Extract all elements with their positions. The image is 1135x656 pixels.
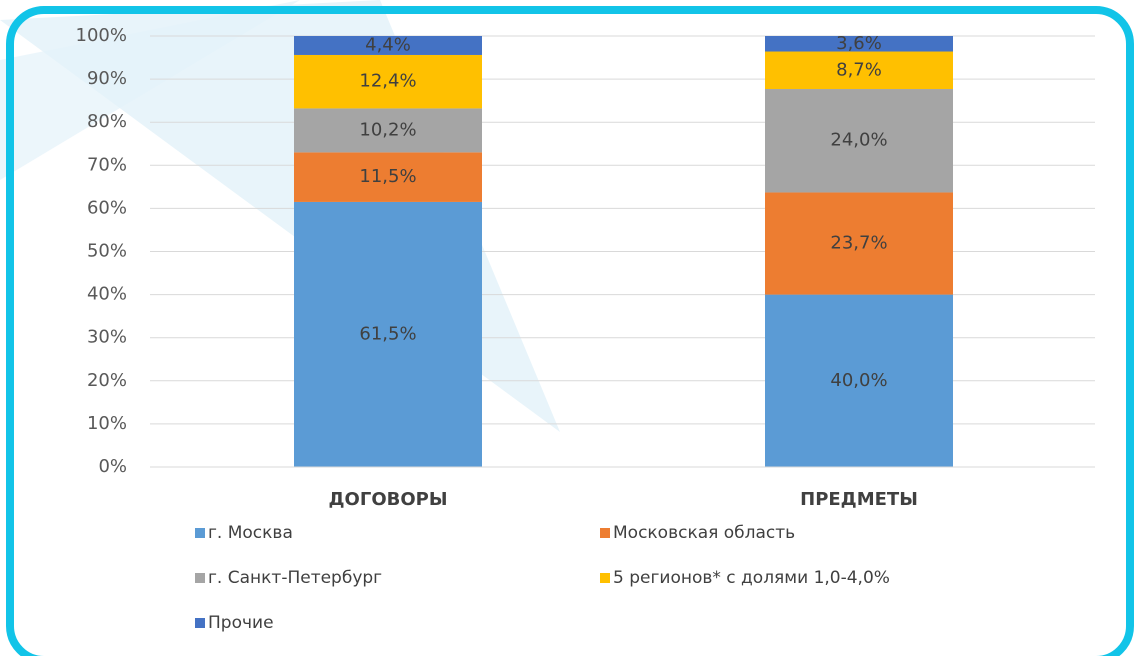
value-label: 40,0% [830,370,887,391]
x-tick-label: ДОГОВОРЫ [329,489,448,510]
legend-label: Прочие [208,613,274,633]
bar-segment [765,36,953,52]
y-tick-label: 0% [98,456,127,477]
y-tick-label: 100% [76,25,127,46]
legend-swatch [600,528,610,538]
value-label: 24,0% [830,130,887,151]
value-label: 11,5% [359,166,416,187]
y-tick-label: 80% [87,111,127,132]
bar-segment [294,36,482,55]
legend-swatch [195,573,205,583]
legend-label: г. Санкт-Петербург [208,568,382,588]
value-label: 3,6% [836,33,882,54]
background-shape [0,0,300,180]
legend-swatch [600,573,610,583]
y-tick-label: 20% [87,370,127,391]
legend-label: г. Москва [208,523,293,543]
bar-segment [765,294,953,467]
legend-label: Московская область [613,523,795,543]
bar-segment [294,108,482,153]
y-tick-label: 10% [87,413,127,434]
y-tick-label: 50% [87,241,127,262]
bar-segment [294,152,482,202]
y-tick-label: 40% [87,284,127,305]
x-tick-label: ПРЕДМЕТЫ [800,489,918,510]
bar-segment [765,51,953,90]
y-tick-label: 70% [87,154,127,175]
legend-swatch [195,618,205,628]
y-tick-label: 30% [87,327,127,348]
value-label: 8,7% [836,59,882,80]
bar-segment [765,192,953,295]
y-tick-label: 90% [87,68,127,89]
y-tick-label: 60% [87,197,127,218]
value-label: 4,4% [365,34,411,55]
value-label: 23,7% [830,233,887,254]
bar-segment [765,89,953,193]
bar-segment [294,201,482,467]
legend-label: 5 регионов* с долями 1,0-4,0% [613,568,890,588]
bar-segment [294,54,482,109]
value-label: 10,2% [359,119,416,140]
value-label: 61,5% [359,323,416,344]
value-label: 12,4% [359,71,416,92]
frame [6,6,1134,656]
legend-swatch [195,528,205,538]
plot-area: 0% 10% 20% 30% 40% 50% 60% 70% 80% 90% 100% 61,5% 11… [76,25,1095,633]
